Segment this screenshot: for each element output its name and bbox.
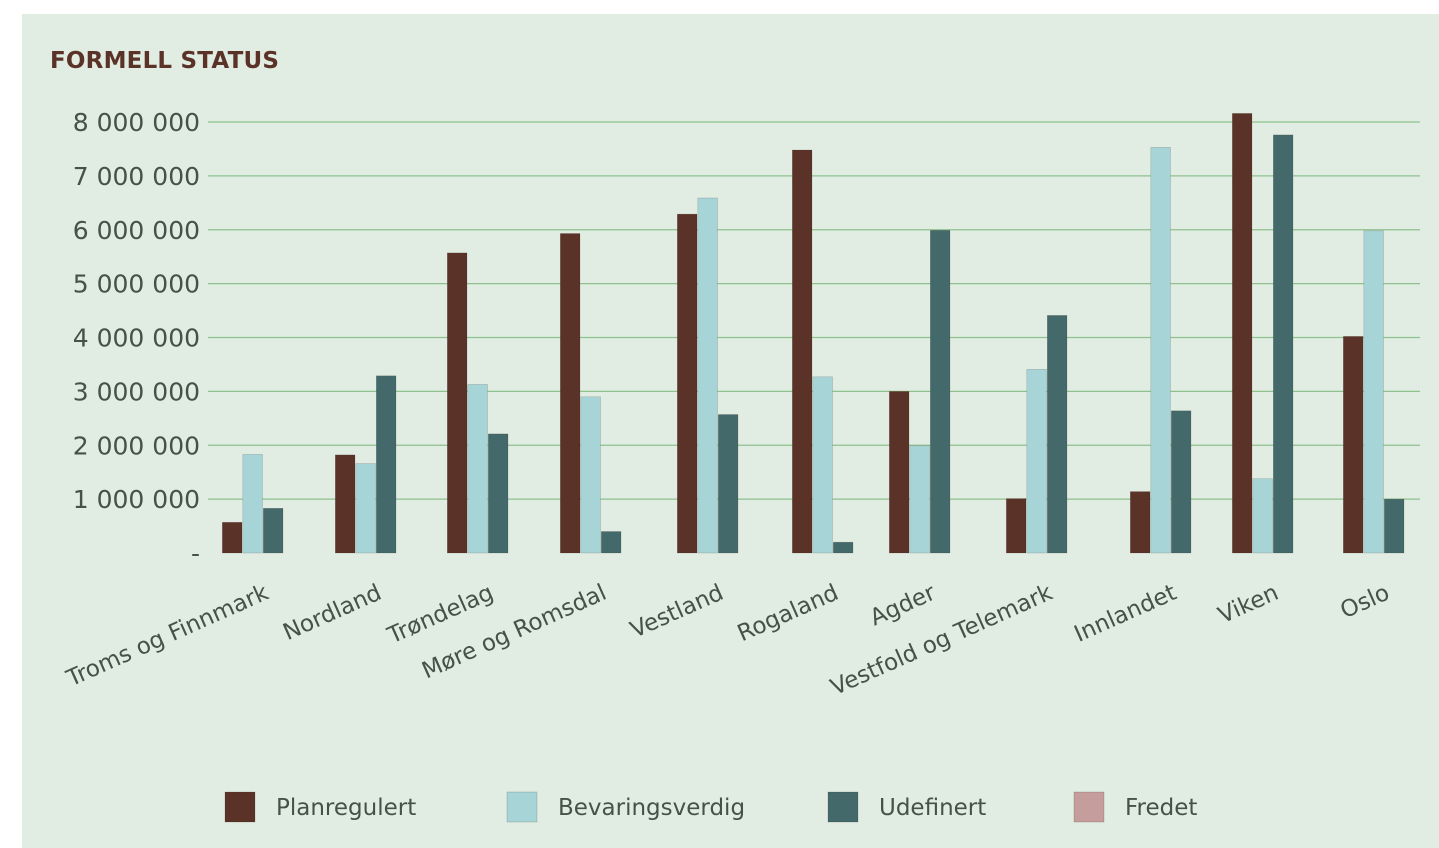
y-tick-label: 2 000 000 (73, 431, 200, 460)
bars (222, 113, 1405, 554)
bar (600, 531, 622, 554)
legend-label: Planregulert (276, 795, 416, 821)
bar (717, 414, 739, 554)
bar-group (1005, 315, 1068, 554)
bar-group (334, 375, 397, 554)
bar-group (446, 252, 509, 554)
bar (262, 507, 284, 554)
legend-item: Bevaringsverdig (506, 791, 745, 823)
y-tick-label: 8 000 000 (73, 108, 200, 137)
bar (487, 433, 509, 554)
bar (1171, 410, 1192, 554)
legend-item: Udefinert (827, 791, 986, 823)
legend-label: Bevaringsverdig (558, 795, 745, 821)
legend-swatch (506, 791, 538, 823)
x-tick-label: Troms og Finnmark (62, 579, 273, 692)
bar (1150, 147, 1171, 554)
x-tick-label: Nordland (279, 580, 385, 646)
bar (334, 454, 356, 554)
y-tick-label: 6 000 000 (73, 216, 200, 245)
bar-group (888, 230, 951, 554)
x-tick-label: Viken (1214, 580, 1282, 629)
bar (1252, 478, 1273, 554)
bar (1005, 498, 1027, 554)
bar (1273, 134, 1294, 554)
bar (832, 541, 854, 554)
bar-group (559, 233, 622, 554)
y-tick-label: 1 000 000 (73, 485, 200, 514)
bar (888, 391, 910, 554)
y-tick-label: 5 000 000 (73, 270, 200, 299)
bar (446, 252, 468, 554)
bar (1343, 336, 1364, 554)
bar (676, 213, 698, 554)
legend-swatch (224, 791, 256, 823)
bar-group (676, 197, 739, 554)
x-tick-label: Vestland (627, 580, 728, 644)
legend-swatch (1073, 791, 1105, 823)
x-tick-label: Oslo (1337, 580, 1394, 624)
x-tick-label: Innlandet (1070, 580, 1180, 648)
bar-group (1343, 230, 1405, 554)
bar (375, 375, 397, 554)
bar (1363, 230, 1384, 554)
bar (1384, 498, 1405, 554)
bar-group (222, 454, 284, 554)
bar-group (791, 149, 854, 554)
chart-title: FORMELL STATUS (50, 48, 280, 74)
bar (1130, 491, 1151, 554)
y-tick-label: 4 000 000 (73, 324, 200, 353)
bar (812, 376, 833, 554)
bar (791, 149, 813, 554)
legend-label: Udefinert (879, 795, 986, 821)
y-tick-label: - (191, 539, 200, 568)
bar (1232, 113, 1253, 554)
y-axis: - 1 000 000 2 000 000 3 000 000 4 000 000 5 0… (73, 108, 200, 568)
legend-item: Fredet (1073, 791, 1197, 823)
x-tick-label: Rogaland (734, 580, 843, 647)
bar (909, 445, 930, 554)
bar (467, 384, 488, 554)
bar (697, 197, 718, 554)
x-tick-label: Vestfold og Telemark (827, 579, 1057, 701)
bar (1047, 315, 1068, 554)
bar-group (1232, 113, 1294, 554)
bar (355, 463, 376, 554)
bar (222, 521, 243, 554)
legend-item: Planregulert (224, 791, 416, 823)
legend-label: Fredet (1125, 795, 1197, 821)
x-tick-label: Møre og Romsdal (418, 580, 610, 685)
legend-swatch (827, 791, 859, 823)
x-tick-label: Agder (866, 580, 940, 632)
y-tick-label: 3 000 000 (73, 377, 200, 406)
bar (242, 454, 263, 554)
bar (580, 396, 601, 554)
bar (929, 230, 951, 554)
bar (1026, 368, 1047, 554)
bar-group (1130, 147, 1192, 554)
y-tick-label: 7 000 000 (73, 162, 200, 191)
legend: Planregulert Bevaringsverdig Udefinert Fred… (224, 791, 1197, 823)
bar (559, 233, 581, 554)
